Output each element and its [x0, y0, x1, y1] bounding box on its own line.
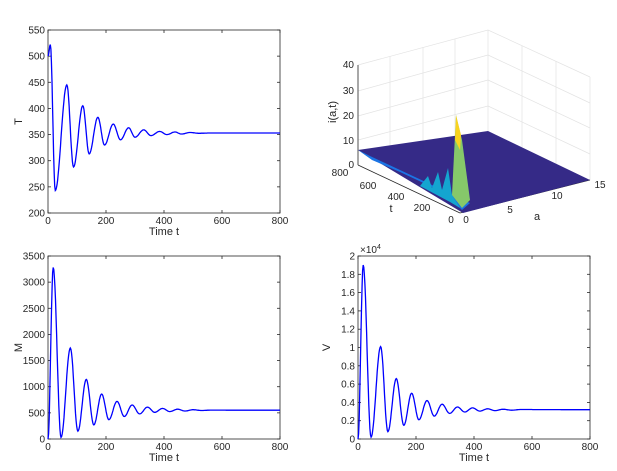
grid-3d: [357, 29, 591, 180]
x-axis-label: Time t: [459, 452, 489, 464]
t-tick-label: 800: [332, 168, 349, 179]
a-tick-label: 10: [551, 191, 563, 202]
y-tick-label: 3500: [23, 252, 46, 263]
y-tick-label: 0: [349, 435, 355, 446]
z-tick-label: 10: [343, 136, 355, 147]
x-tick-label: 800: [272, 442, 289, 453]
surface-base: [358, 131, 590, 213]
z-tick-label: 20: [343, 111, 355, 122]
z-tick-label: 30: [343, 86, 355, 97]
x-tick-label: 800: [582, 442, 599, 453]
y-tick-label: 1000: [23, 382, 46, 393]
y-tick-label: 0.8: [341, 361, 355, 372]
z-tick-labels: 0 10 20 30 40: [343, 60, 355, 171]
series-line-T: [47, 44, 280, 193]
y-tick-label: 1: [349, 343, 355, 354]
plot-i-surface: 0 10 20 30 40 0 200 400 600 800 0 5 10 1…: [327, 29, 606, 226]
x-tick-label: 400: [156, 216, 173, 227]
y-tick-label: 2: [349, 252, 355, 263]
surface-oscillations: [420, 168, 460, 208]
t-tick-label: 600: [360, 181, 377, 192]
y-tick-label: 200: [28, 209, 45, 220]
y-tick-label: 1.2: [341, 325, 355, 336]
z-axis-label: i(a,t): [327, 101, 339, 123]
plot-T: 0 200 400 600 800200250300350400450500550Tim…: [13, 26, 289, 239]
axes-frame: [47, 29, 281, 214]
x-tick-label: 400: [156, 442, 173, 453]
y-tick-label: 500: [28, 52, 45, 63]
x-axis-label: Time t: [149, 452, 179, 464]
z-tick-label: 0: [348, 160, 354, 171]
axes-frame: [47, 255, 281, 440]
x-tick-label: 600: [214, 442, 231, 453]
y-axis-label: T: [13, 118, 25, 125]
y-tick-label: 1.4: [341, 306, 355, 317]
t-tick-label: 200: [414, 203, 431, 214]
y-tick-label: 1500: [23, 356, 46, 367]
y-tick-label: 3000: [23, 278, 46, 289]
y-tick-label: 0.2: [341, 416, 355, 427]
a-tick-label: 5: [507, 205, 513, 216]
y-tick-label: 400: [28, 104, 45, 115]
surface-peak-top: [455, 115, 461, 150]
x-axis-label: Time t: [149, 226, 179, 238]
a-tick-labels: 0 5 10 15: [463, 180, 606, 226]
x-tick-label: 200: [98, 442, 115, 453]
axes-frame: [357, 255, 591, 440]
y-tick-label: 550: [28, 26, 45, 37]
plot-M: 0 200 400 600 800 0 500 1000 1500 2000 2500 3000 350…: [13, 252, 289, 465]
y-axis-label: V: [321, 343, 333, 351]
y-tick-label: 0.4: [341, 398, 355, 409]
y-tick-label: 300: [28, 156, 45, 167]
y-tick-label: 1.8: [341, 270, 355, 281]
x-tick-label: 0: [45, 442, 51, 453]
x-tick-label: 800: [272, 216, 289, 227]
x-tick-label: 200: [408, 442, 425, 453]
a-axis-label: a: [534, 211, 541, 223]
plot-V: 0 200 400 600 800 0 0.2 0.4 0.6 0.8 1 1.2 1.4 1.6 1.8 2…: [321, 244, 599, 464]
t-tick-label: 400: [388, 192, 405, 203]
series-line-M: [47, 267, 280, 440]
y-tick-label: 0.6: [341, 380, 355, 391]
y-tick-label: 500: [28, 408, 45, 419]
y-axis-label: M: [13, 343, 25, 352]
t-axis-label: t: [389, 203, 392, 215]
x-tick-label: 200: [98, 216, 115, 227]
y-multiplier: ×104: [360, 244, 381, 256]
y-tick-label: 250: [28, 182, 45, 193]
t-tick-labels: 0 200 400 600 800: [332, 168, 455, 226]
x-tick-label: 600: [214, 216, 231, 227]
y-tick-label: 1.6: [341, 288, 355, 299]
surface: [358, 115, 590, 213]
series-line-V: [357, 264, 590, 440]
y-tick-label: 350: [28, 130, 45, 141]
y-tick-label: 2500: [23, 304, 46, 315]
x-tick-label: 0: [45, 216, 51, 227]
y-tick-label: 2000: [23, 330, 46, 341]
x-tick-label: 0: [355, 442, 361, 453]
x-tick-label: 400: [466, 442, 483, 453]
y-tick-label: 0: [39, 435, 45, 446]
x-tick-label: 600: [524, 442, 541, 453]
z-tick-label: 40: [343, 60, 355, 71]
y-tick-label: 450: [28, 78, 45, 89]
a-tick-label: 15: [594, 180, 606, 191]
a-tick-label: 0: [463, 215, 469, 226]
t-tick-label: 0: [448, 215, 454, 226]
surface-ridge: [358, 150, 470, 210]
